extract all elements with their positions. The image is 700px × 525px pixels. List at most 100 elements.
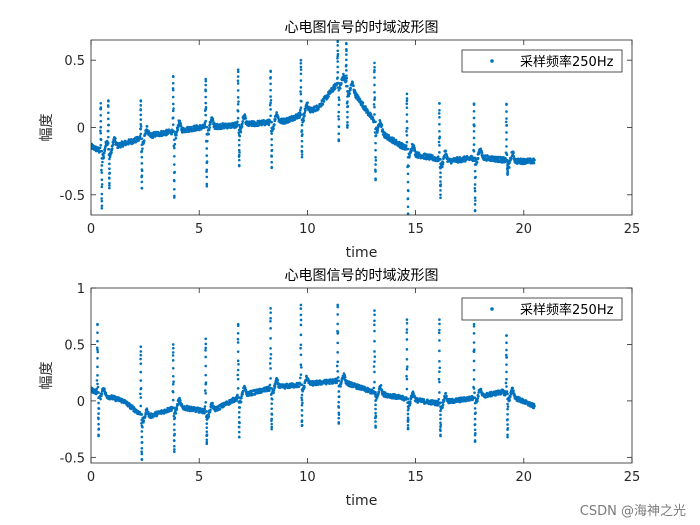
r-peak-point — [236, 368, 240, 372]
data-point — [139, 357, 142, 361]
data-point — [270, 425, 274, 429]
data-point — [211, 401, 214, 405]
data-point — [112, 143, 115, 146]
s-trough-point — [205, 426, 209, 429]
data-point — [349, 86, 352, 90]
s-trough-point — [374, 424, 377, 428]
s-trough-point — [506, 413, 509, 416]
r-peak-point — [204, 77, 207, 81]
s-trough-point — [97, 401, 100, 405]
data-point — [512, 389, 515, 393]
r-peak-point — [336, 341, 340, 345]
r-peak-point — [96, 339, 99, 343]
s-trough-point — [346, 100, 349, 103]
r-peak-point — [299, 353, 303, 357]
r-peak-point — [204, 107, 207, 111]
r-peak-point — [204, 346, 207, 350]
data-point — [532, 402, 536, 406]
r-peak-point — [472, 116, 476, 120]
data-point — [349, 88, 352, 92]
r-peak-point — [299, 99, 303, 103]
data-point — [299, 376, 302, 380]
r-peak-point — [405, 106, 409, 109]
s-trough-point — [473, 412, 477, 416]
x-tick-label: 5 — [195, 222, 203, 237]
data-point — [372, 386, 376, 390]
r-peak-point — [472, 387, 476, 390]
data-point — [236, 393, 239, 397]
s-trough-point — [140, 149, 144, 153]
data-point — [99, 397, 102, 401]
s-trough-point — [100, 192, 104, 196]
s-trough-point — [374, 411, 377, 415]
data-point — [241, 120, 244, 123]
data-point — [235, 398, 239, 401]
data-point — [299, 68, 303, 71]
r-peak-point — [269, 95, 272, 98]
s-trough-point — [270, 417, 273, 421]
data-point — [237, 131, 241, 134]
r-peak-point — [269, 101, 272, 105]
s-trough-point — [374, 399, 377, 402]
s-trough-point — [406, 405, 410, 408]
s-trough-point — [346, 105, 349, 109]
s-trough-point — [374, 403, 377, 407]
r-peak-point — [204, 113, 207, 117]
x-tick-label: 25 — [624, 470, 641, 485]
data-point — [95, 387, 99, 391]
r-peak-point — [505, 348, 508, 352]
s-trough-point — [337, 81, 341, 85]
s-trough-point — [173, 171, 176, 175]
s-trough-point — [205, 414, 209, 417]
data-point — [504, 381, 508, 385]
data-point — [480, 151, 484, 155]
r-peak-point — [96, 348, 99, 352]
s-trough-point — [173, 444, 176, 448]
s-trough-point — [406, 188, 410, 192]
r-peak-point — [373, 380, 376, 384]
y-tick-label: -0.5 — [60, 189, 85, 204]
data-point — [103, 149, 107, 153]
s-trough-point — [346, 110, 349, 114]
data-point — [508, 399, 511, 402]
data-point — [110, 151, 113, 154]
data-point — [269, 353, 273, 356]
s-trough-point — [97, 422, 100, 426]
s-trough-point — [337, 416, 341, 420]
data-point — [405, 102, 409, 106]
r-peak-point — [472, 378, 476, 381]
data-point — [475, 160, 479, 164]
s-trough-point — [237, 415, 241, 419]
data-point — [373, 355, 377, 358]
s-trough-point — [346, 84, 349, 88]
data-point — [170, 132, 174, 135]
data-point — [338, 87, 342, 90]
s-trough-point — [439, 429, 442, 433]
r-peak-point — [204, 391, 207, 395]
data-point — [479, 387, 483, 391]
r-peak-point — [405, 387, 409, 391]
r-peak-point — [373, 360, 376, 363]
r-peak-point — [438, 115, 441, 119]
y-tick-label: 0.5 — [64, 338, 85, 353]
r-peak-point — [236, 75, 240, 78]
s-trough-point — [473, 209, 477, 213]
data-point — [175, 133, 178, 137]
r-peak-point — [96, 331, 99, 334]
data-point — [218, 407, 222, 411]
s-trough-point — [439, 180, 442, 183]
s-trough-point — [237, 435, 241, 439]
r-peak-point — [107, 99, 110, 102]
r-peak-point — [99, 125, 103, 129]
data-point — [511, 387, 515, 390]
r-peak-point — [204, 89, 207, 93]
data-point — [431, 154, 434, 157]
data-point — [173, 448, 176, 451]
s-trough-point — [270, 149, 273, 153]
r-peak-point — [204, 382, 207, 386]
s-trough-point — [140, 162, 144, 165]
s-trough-point — [374, 156, 377, 159]
s-trough-point — [97, 391, 100, 394]
data-point — [441, 403, 445, 407]
data-point — [273, 385, 277, 388]
